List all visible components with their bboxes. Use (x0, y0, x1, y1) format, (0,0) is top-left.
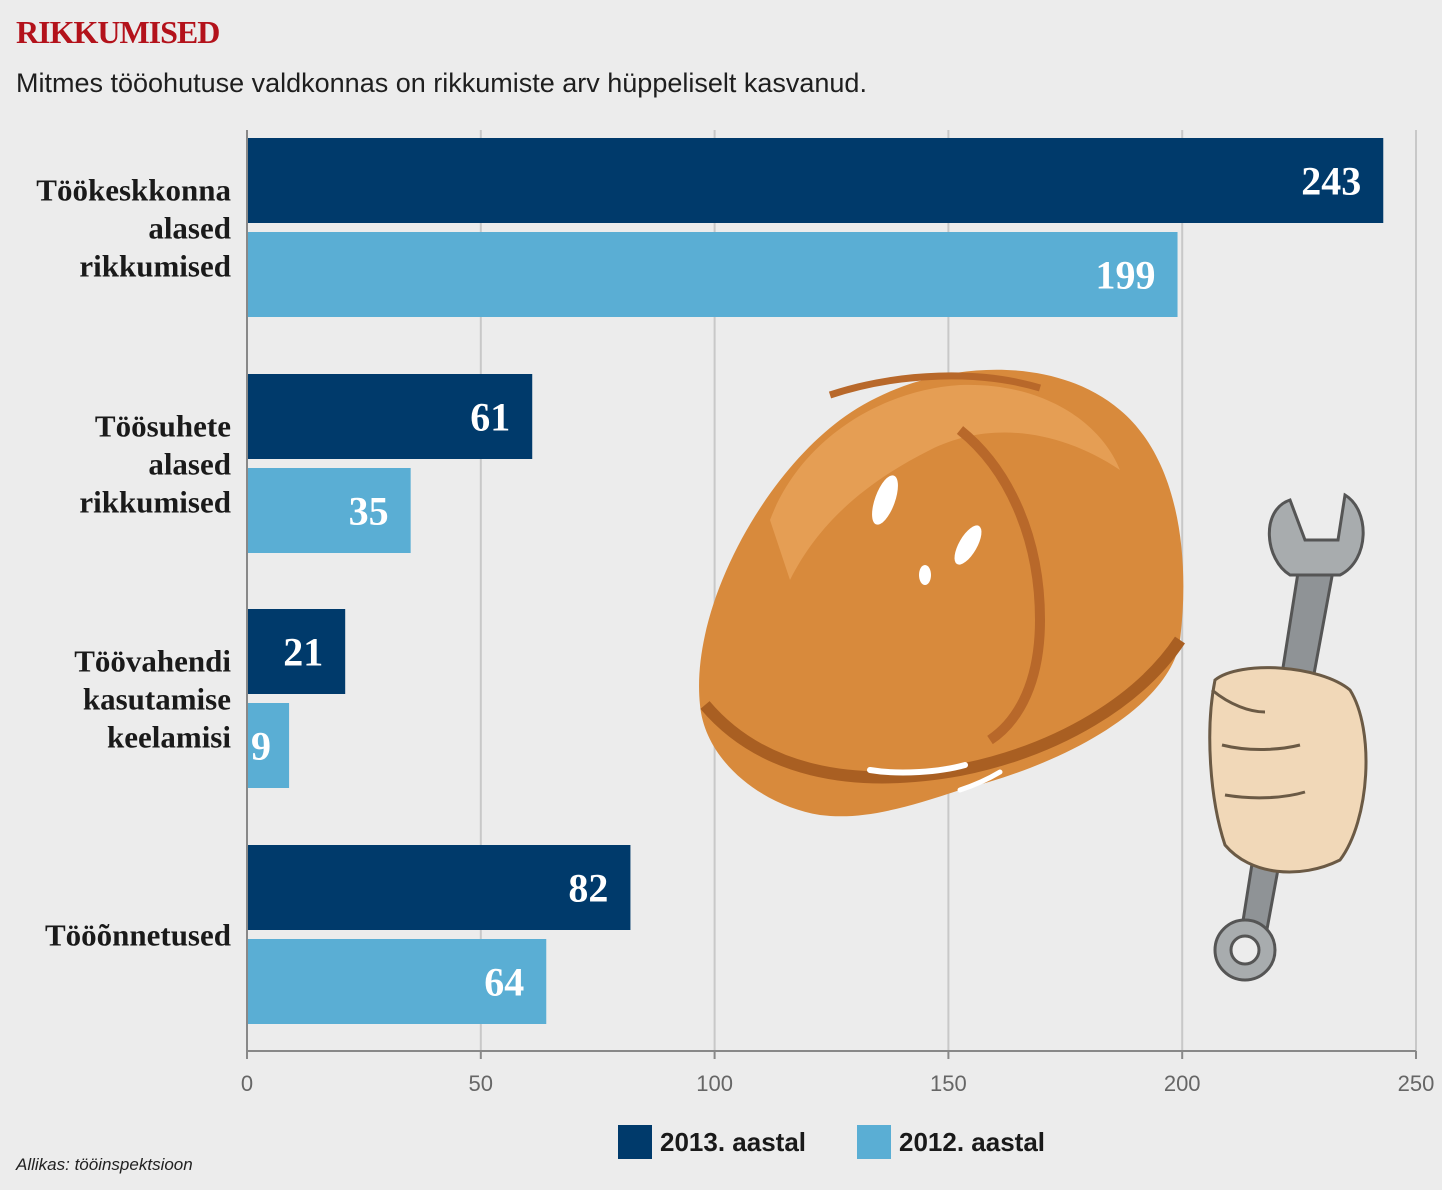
wrench-in-hand-icon (1208, 492, 1368, 982)
page-subtitle: Mitmes tööohutuse valdkonnas on rikkumis… (16, 68, 867, 98)
hard-hat-icon (699, 369, 1185, 817)
x-axis: 0 50 100 150 200 250 (241, 130, 1434, 1096)
category-label: rikkumised (79, 249, 231, 284)
bar-value-label: 82 (568, 866, 608, 911)
x-tick-label: 150 (930, 1071, 967, 1096)
bars: 243 61 21 82 199 35 9 64 (247, 138, 1384, 1024)
bar-2013 (247, 138, 1384, 223)
bar-2012 (247, 232, 1178, 317)
category-label: Töösuhete (95, 409, 231, 444)
x-tick-label: 50 (469, 1071, 493, 1096)
bar-2013 (247, 609, 346, 694)
bar-2012 (247, 468, 411, 553)
legend-item-2012: 2012. aastal (857, 1125, 1045, 1159)
category-label: Töökeskkonna (36, 173, 231, 208)
legend-label-2013: 2013. aastal (660, 1126, 807, 1157)
legend-label-2012: 2012. aastal (899, 1126, 1046, 1157)
bar-2012 (247, 703, 290, 788)
category-label: rikkumised (79, 485, 231, 520)
bar-value-label: 61 (470, 395, 510, 440)
legend-item-2013: 2013. aastal (618, 1125, 806, 1159)
bar-value-label: 35 (349, 489, 389, 534)
x-tick-label: 0 (241, 1071, 253, 1096)
bar-2013 (247, 845, 631, 930)
bar-value-label: 21 (283, 630, 323, 675)
category-label: Tööõnnetused (45, 918, 231, 953)
bar-2012 (247, 939, 547, 1024)
bar-value-label: 199 (1096, 253, 1156, 298)
x-tick-label: 250 (1398, 1071, 1435, 1096)
source-note: Allikas: tööinspektsioon (16, 1155, 193, 1174)
category-label: kasutamise (83, 682, 231, 717)
bar-value-label: 243 (1301, 159, 1361, 204)
page-title: RIKKUMISED (16, 14, 220, 50)
category-label: Töövahendi (74, 644, 231, 679)
category-label: alased (148, 447, 231, 482)
bar-2013 (247, 374, 533, 459)
category-labels: TöökeskkonnaalasedrikkumisedTöösuheteala… (36, 173, 231, 953)
category-label: alased (148, 211, 231, 246)
bar-value-label: 64 (484, 960, 524, 1005)
x-tick-label: 200 (1164, 1071, 1201, 1096)
legend-swatch-2013 (618, 1125, 652, 1159)
category-label: keelamisi (107, 720, 231, 755)
bar-value-label: 9 (251, 724, 271, 769)
x-tick-label: 100 (696, 1071, 733, 1096)
legend-swatch-2012 (857, 1125, 891, 1159)
